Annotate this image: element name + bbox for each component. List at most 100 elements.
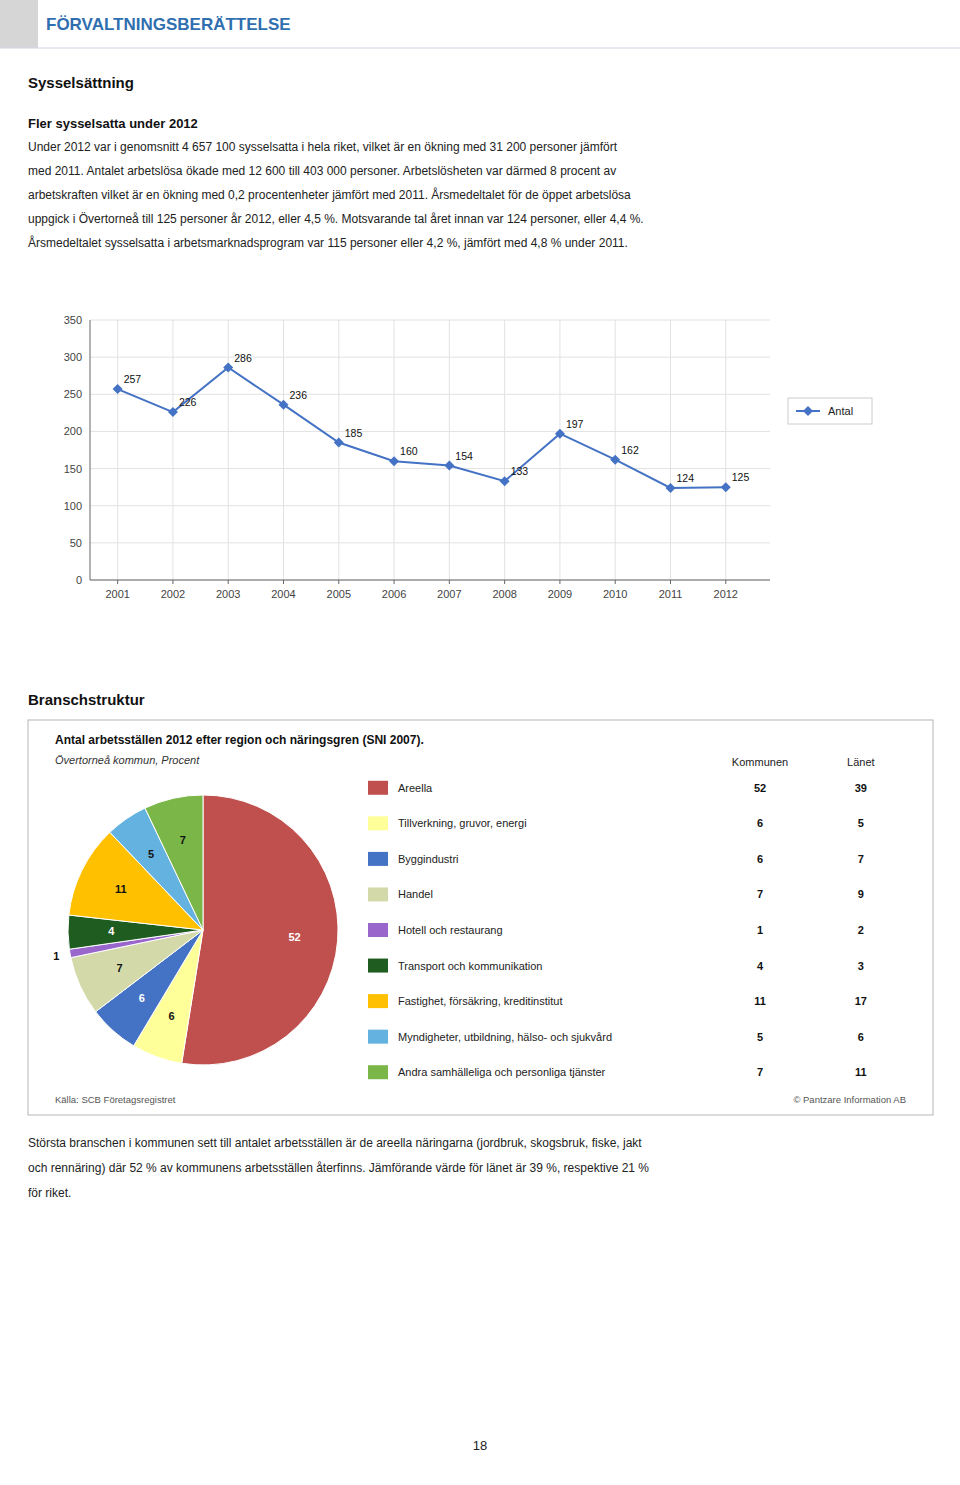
grid-line-y — [90, 542, 770, 543]
y-tick-label: 50 — [70, 537, 82, 549]
x-tick — [559, 580, 560, 584]
body-text: Största branschen i kommunen sett till a… — [28, 1136, 642, 1150]
legend-label: Handel — [398, 888, 433, 900]
y-axis-line — [90, 320, 91, 580]
x-tick — [615, 580, 616, 584]
table-value: 6 — [858, 1031, 864, 1043]
data-label: 124 — [676, 472, 694, 484]
table-value: 52 — [754, 782, 766, 794]
page: FÖRVALTNINGSBERÄTTELSESysselsättningFler… — [0, 0, 960, 1485]
data-label: 52 — [288, 931, 300, 943]
series-marker — [278, 400, 288, 410]
y-tick-label: 200 — [64, 425, 82, 437]
grid-line-x — [725, 320, 726, 580]
table-value: 4 — [757, 960, 764, 972]
body-text: Under 2012 var i genomsnitt 4 657 100 sy… — [28, 140, 618, 154]
legend-label: Antal — [828, 405, 853, 417]
grid-line-y — [90, 320, 770, 321]
series-marker — [610, 455, 620, 465]
line-chart: 0501001502002503003502001200220032004200… — [64, 314, 872, 600]
page-number: 18 — [473, 1438, 487, 1453]
legend-swatch — [368, 781, 388, 795]
data-label: 133 — [511, 465, 529, 477]
x-tick — [449, 580, 450, 584]
data-label: 1 — [53, 950, 59, 962]
x-tick-label: 2006 — [382, 588, 406, 600]
table-value: 2 — [858, 924, 864, 936]
legend-swatch — [368, 852, 388, 866]
annotation: © Pantzare Information AB — [793, 1094, 906, 1105]
data-label: 4 — [108, 925, 115, 937]
grid-line-x — [394, 320, 395, 580]
page-background — [0, 0, 960, 1485]
x-tick-label: 2008 — [492, 588, 516, 600]
series-marker — [555, 429, 565, 439]
section-title: Sysselsättning — [28, 74, 134, 91]
legend-swatch — [368, 816, 388, 830]
x-tick — [117, 580, 118, 584]
y-tick-label: 350 — [64, 314, 82, 326]
body-text: uppgick i Övertorneå till 125 personer å… — [28, 212, 644, 226]
data-label: 185 — [345, 427, 363, 439]
table-value: 7 — [757, 888, 763, 900]
table-value: 7 — [858, 853, 864, 865]
grid-line-y — [90, 580, 770, 581]
x-tick — [504, 580, 505, 584]
grid-line-y — [90, 468, 770, 469]
table-value: 5 — [757, 1031, 763, 1043]
data-label: 257 — [124, 373, 142, 385]
grid-line-x — [670, 320, 671, 580]
y-tick-label: 0 — [76, 574, 82, 586]
legend-marker — [803, 406, 813, 416]
legend-swatch — [368, 959, 388, 973]
table-value: 6 — [757, 817, 763, 829]
table-value: 9 — [858, 888, 864, 900]
grid-line-y — [90, 505, 770, 506]
y-tick-label: 300 — [64, 351, 82, 363]
legend-label: Transport och kommunikation — [398, 960, 543, 972]
x-tick-label: 2009 — [548, 588, 572, 600]
series-marker — [444, 461, 454, 471]
series-marker — [721, 482, 731, 492]
body-text: arbetskraften vilket är en ökning med 0,… — [28, 187, 631, 202]
section-title: Branschstruktur — [28, 691, 145, 708]
data-label: 286 — [234, 352, 252, 364]
body-text: Årsmedeltalet sysselsatta i arbetsmarkna… — [28, 235, 628, 250]
grid-line-y — [90, 431, 770, 432]
pie-frame — [28, 720, 933, 1115]
header-icon — [0, 0, 38, 48]
legend-label: Fastighet, försäkring, kreditinstitut — [398, 995, 562, 1007]
data-label: 7 — [116, 962, 122, 974]
legend-swatch — [368, 1065, 388, 1079]
legend-swatch — [368, 887, 388, 901]
grid-line-y — [90, 357, 770, 358]
grid-line-x — [559, 320, 560, 580]
series-marker — [223, 363, 233, 373]
table-header: Länet — [847, 756, 875, 768]
legend-label: Myndigheter, utbildning, hälso- och sjuk… — [398, 1031, 612, 1043]
series-line — [118, 368, 726, 488]
grid-line-x — [283, 320, 284, 580]
legend-swatch — [368, 1030, 388, 1044]
legend-label: Tillverkning, gruvor, energi — [398, 817, 527, 829]
legend-box — [788, 398, 872, 424]
x-tick — [394, 580, 395, 584]
table-value: 39 — [855, 782, 867, 794]
header-rule — [0, 48, 960, 49]
x-tick-label: 2011 — [659, 588, 683, 600]
legend-label: Areella — [398, 782, 433, 794]
pie-chart: Antal arbetsställen 2012 efter region oc… — [28, 720, 933, 1115]
series-marker — [334, 438, 344, 448]
data-label: 160 — [400, 445, 418, 457]
x-tick — [338, 580, 339, 584]
body-text: med 2011. Antalet arbetslösa ökade med 1… — [28, 164, 616, 178]
grid-line-x — [449, 320, 450, 580]
table-value: 3 — [858, 960, 864, 972]
grid-line-x — [228, 320, 229, 580]
x-tick — [725, 580, 726, 584]
y-tick-label: 150 — [64, 463, 82, 475]
series-marker — [168, 407, 178, 417]
table-value: 11 — [855, 1066, 867, 1078]
x-tick-label: 2001 — [105, 588, 129, 600]
data-label: 162 — [621, 444, 639, 456]
